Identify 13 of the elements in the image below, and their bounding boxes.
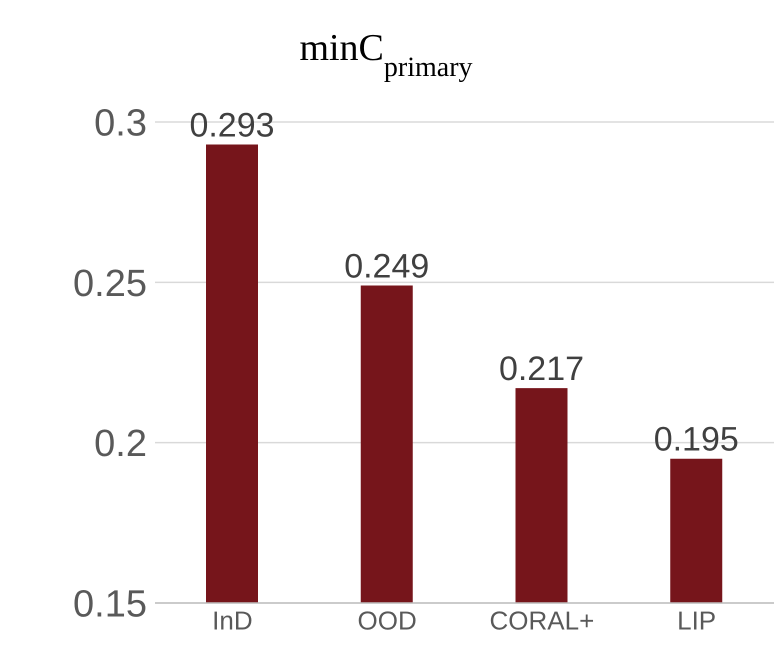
y-tick-label: 0.15 [73, 583, 147, 626]
y-tick-label: 0.25 [73, 262, 147, 305]
y-tick-label: 0.2 [94, 423, 147, 466]
y-tick-label: 0.3 [94, 102, 147, 144]
chart-title: minC$_{primary}$ [299, 27, 473, 82]
data-label: 0.249 [344, 248, 430, 286]
data-label: 0.195 [654, 420, 739, 459]
x-tick-label: LIP [677, 605, 716, 636]
data-label: 0.217 [498, 350, 584, 388]
x-tick-label: InD [212, 605, 253, 636]
x-tick-label: OOD [358, 605, 417, 636]
data-label: 0.293 [189, 106, 275, 144]
x-tick-label: CORAL+ [489, 605, 594, 636]
